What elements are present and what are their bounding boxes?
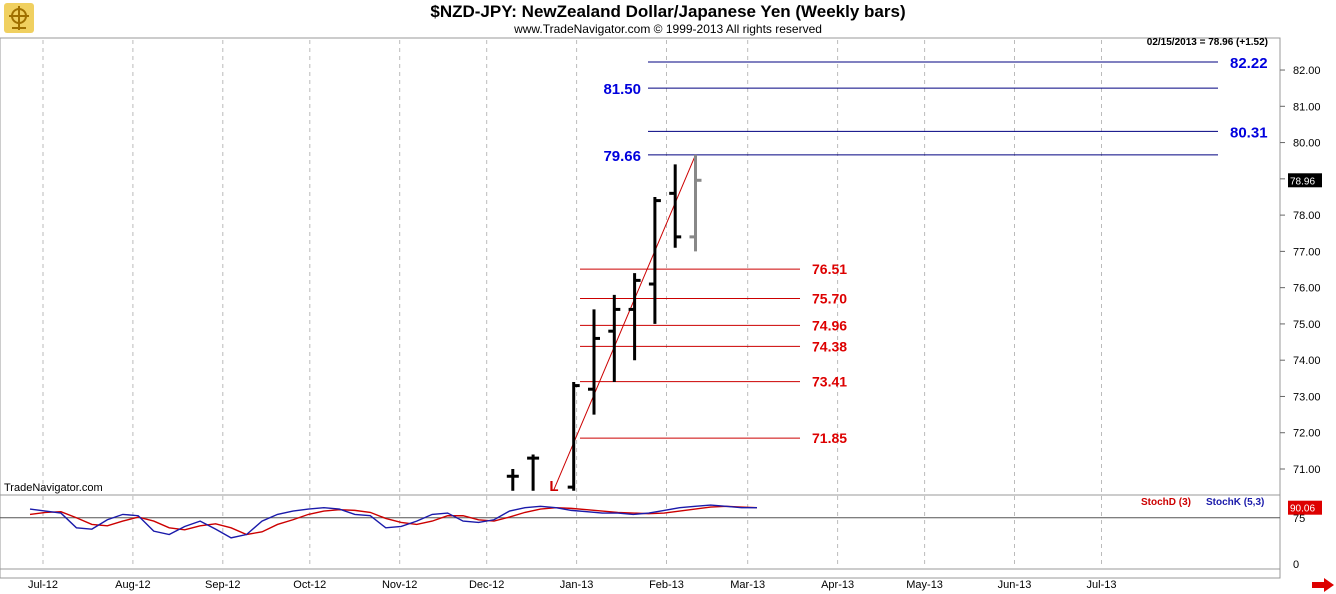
x-tick-Dec-12: Dec-12 — [469, 579, 504, 591]
x-tick-Jul-12: Jul-12 — [28, 579, 58, 591]
trade-navigator-logo-icon — [4, 3, 34, 33]
x-tick-Oct-12: Oct-12 — [293, 579, 326, 591]
y-tick-78.00: 78.00 — [1293, 210, 1321, 222]
x-tick-Jan-13: Jan-13 — [560, 579, 594, 591]
retracement-label-76.51: 76.51 — [812, 261, 847, 277]
retracement-label-71.85: 71.85 — [812, 430, 847, 446]
extension-label-79.66: 79.66 — [603, 148, 641, 165]
stoch-value-badge — [1288, 500, 1322, 515]
retracement-label-74.38: 74.38 — [812, 338, 847, 354]
x-tick-May-13: May-13 — [906, 579, 943, 591]
last-price-badge — [1288, 173, 1322, 188]
watermark-text: TradeNavigator.com — [4, 482, 103, 494]
y-tick-81.00: 81.00 — [1293, 101, 1321, 113]
stochk-line — [29, 504, 757, 539]
x-tick-Feb-13: Feb-13 — [649, 579, 684, 591]
x-tick-Jun-13: Jun-13 — [998, 579, 1032, 591]
retracement-label-74.96: 74.96 — [812, 317, 847, 333]
extension-label-81.50: 81.50 — [603, 81, 641, 98]
stoch-tick-0: 0 — [1293, 559, 1299, 571]
extension-label-80.31: 80.31 — [1230, 124, 1268, 141]
x-tick-Nov-12: Nov-12 — [382, 579, 417, 591]
swing-trend-line — [552, 154, 696, 491]
y-tick-73.00: 73.00 — [1293, 391, 1321, 403]
retracement-label-73.41: 73.41 — [812, 374, 847, 390]
y-tick-80.00: 80.00 — [1293, 138, 1321, 150]
time-axis: Jul-12 Aug-12 Sep-12 Oct-12 Nov-12 Dec-12 Jan-… — [0, 568, 1280, 591]
extension-label-82.22: 82.22 — [1230, 55, 1268, 72]
stochd-line — [29, 505, 758, 536]
ohlc-bar-group — [506, 154, 702, 491]
retracement-label-75.70: 75.70 — [812, 291, 847, 307]
y-tick-71.00: 71.00 — [1293, 464, 1321, 476]
y-tick-82.00: 82.00 — [1293, 65, 1321, 77]
x-tick-Apr-13: Apr-13 — [821, 579, 854, 591]
x-tick-Mar-13: Mar-13 — [730, 579, 765, 591]
scroll-right-arrow-icon[interactable] — [1312, 578, 1334, 592]
y-tick-72.00: 72.00 — [1293, 428, 1321, 440]
stoch-value-badge-text: 90.06 — [1290, 504, 1315, 515]
x-tick-Jul-13: Jul-13 — [1087, 579, 1117, 591]
stochastic-panel: 75 0 90.06 — [0, 494, 1322, 571]
last-price-info: 02/15/2013 = 78.96 (+1.52) — [1146, 37, 1268, 48]
swing-low-marker: L — [549, 478, 558, 495]
stochd-legend: StochD (3) — [1141, 497, 1191, 508]
y-tick-77.00: 77.00 — [1293, 246, 1321, 258]
stochk-legend: StochK (5,3) — [1206, 497, 1265, 508]
x-tick-Aug-12: Aug-12 — [115, 579, 150, 591]
y-tick-74.00: 74.00 — [1293, 355, 1321, 367]
stoch-tick-75: 75 — [1293, 513, 1305, 525]
ohlc-bars — [506, 154, 702, 491]
y-tick-76.00: 76.00 — [1293, 283, 1321, 295]
last-price-badge-text: 78.96 — [1290, 176, 1315, 187]
plot-frame — [0, 37, 1281, 579]
fibonacci-levels: 76.51 75.70 74.96 74.38 73.41 71.85 81.50 79.66… — [549, 55, 1267, 495]
price-axis: 71.00 72.00 73.00 74.00 75.00 76.00 77.00 78.00… — [1280, 65, 1322, 476]
x-tick-Sep-12: Sep-12 — [205, 579, 240, 591]
grid-lines — [42, 40, 1102, 568]
copyright-text: www.TradeNavigator.com © 1999-2013 All r… — [514, 22, 822, 36]
y-tick-75.00: 75.00 — [1293, 319, 1321, 331]
chart-title: $NZD-JPY: NewZealand Dollar/Japanese Yen… — [430, 2, 906, 21]
